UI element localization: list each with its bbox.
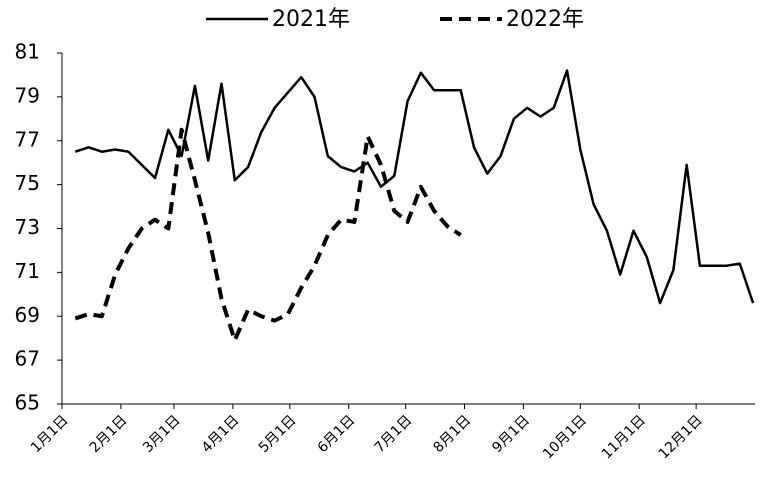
x-tick-label: 8月1日 [430,412,474,456]
y-tick-label: 79 [15,83,40,107]
x-tick-label: 10月1日 [540,412,590,462]
x-tick-label: 12月1日 [656,412,706,462]
x-tick-label: 6月1日 [315,412,359,456]
x-tick-label: 7月1日 [372,412,416,456]
y-tick-label: 75 [15,171,40,195]
x-tick-label: 1月1日 [28,412,72,456]
y-tick-label: 67 [15,347,40,371]
y-tick-label: 77 [15,127,40,151]
x-tick-label: 4月1日 [199,412,243,456]
legend-label: 2021年 [272,7,350,32]
x-tick-label: 11月1日 [599,412,649,462]
legend-label: 2022年 [506,7,584,32]
x-tick-label: 5月1日 [256,412,300,456]
x-tick-label: 3月1日 [140,412,184,456]
y-tick-label: 73 [15,215,40,239]
line-series [74,127,462,343]
y-tick-label: 69 [15,303,40,327]
line-series [74,69,755,305]
y-tick-label: 81 [15,40,40,64]
x-tick-label: 9月1日 [489,412,533,456]
x-tick-label: 2月1日 [87,412,131,456]
y-tick-label: 65 [15,391,40,415]
y-tick-label: 71 [15,259,40,283]
